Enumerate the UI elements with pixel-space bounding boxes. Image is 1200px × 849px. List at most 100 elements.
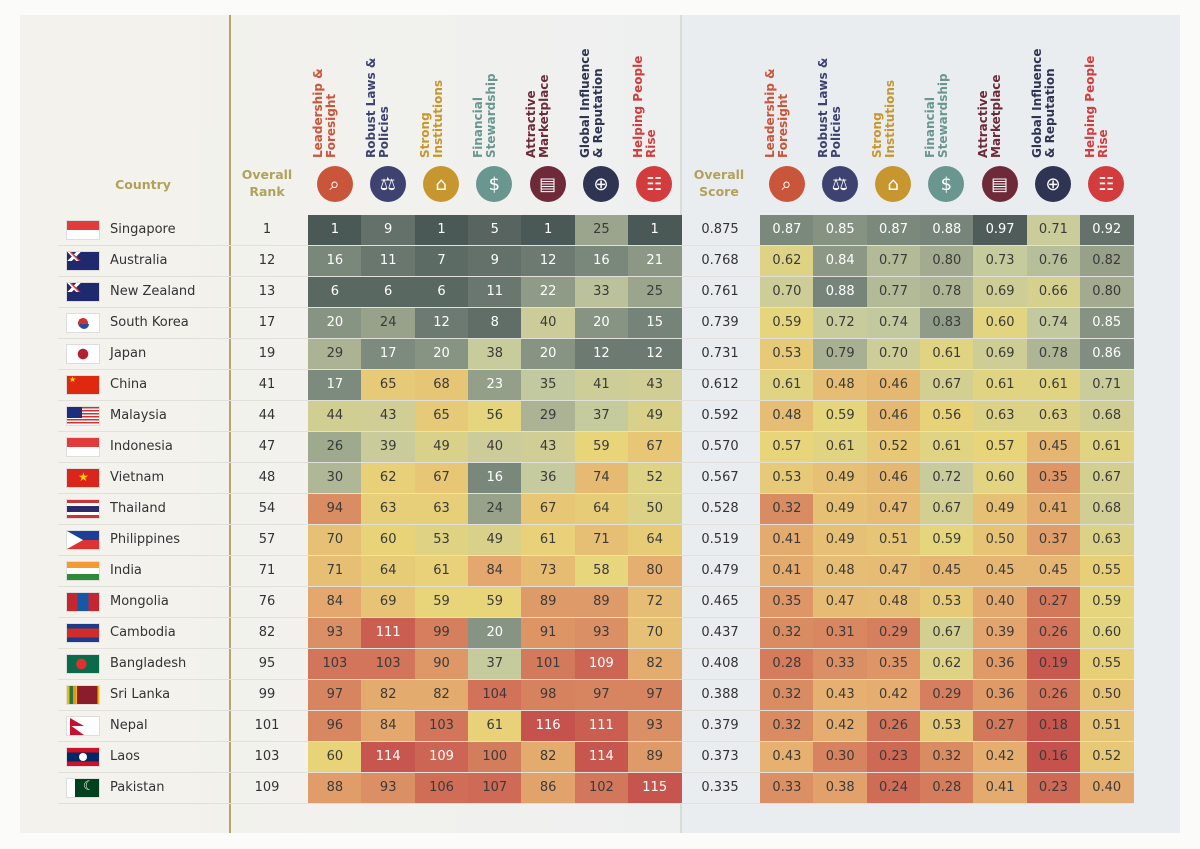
score-cell: 0.78: [1026, 339, 1081, 369]
score-cell: 0.41: [973, 773, 1027, 803]
rank-cell: 100: [467, 742, 522, 772]
score-cell: 0.35: [760, 587, 814, 617]
category-label: Helping People Rise: [630, 55, 658, 158]
rank-cell: 97: [627, 680, 682, 710]
overall-score: 0.761: [701, 284, 739, 299]
score-cell: 0.27: [1026, 587, 1081, 617]
table-row: Nepal 101 0.379 96 84 103 61 116 111 93 0.32 0.42…: [58, 711, 1134, 742]
country-name: China: [110, 377, 148, 392]
rank-cell: 64: [574, 494, 629, 524]
category-header-score: Attractive Marketplace: [973, 40, 1026, 158]
country-name: Philippines: [110, 532, 181, 547]
table-row: Mongolia 76 0.465 84 69 59 59 89 89 72 0.35 0.47 0…: [58, 587, 1134, 618]
score-cell: 0.40: [973, 587, 1027, 617]
score-cell: 0.26: [1026, 618, 1081, 648]
country-name: Thailand: [110, 501, 166, 516]
score-cell: 0.33: [760, 773, 814, 803]
overall-rank: 41: [258, 377, 276, 392]
score-cell: 0.57: [973, 432, 1027, 462]
score-cell: 0.47: [866, 556, 921, 586]
rank-cell: 9: [467, 246, 522, 276]
score-cell: 0.36: [973, 649, 1027, 679]
score-cell: 0.59: [760, 308, 814, 338]
row-divider: [58, 276, 1134, 277]
flag-icon: [66, 437, 100, 457]
rank-cell: 24: [467, 494, 522, 524]
category-header-rank: Global Influence & Reputation: [575, 40, 628, 158]
category-header-score: Helping People Rise: [1080, 40, 1133, 158]
overall-score: 0.379: [701, 718, 739, 733]
rank-cell: 60: [308, 742, 362, 772]
rank-cell: 17: [308, 370, 362, 400]
score-cell: 0.23: [866, 742, 921, 772]
table-row: Thailand 54 0.528 94 63 63 24 67 64 50 0.32 0.49 0…: [58, 494, 1134, 525]
overall-score: 0.612: [701, 377, 739, 392]
rank-cell: 20: [467, 618, 522, 648]
category-label: Attractive Marketplace: [976, 74, 1004, 158]
rank-cell: 88: [308, 773, 362, 803]
score-cell: 0.88: [919, 215, 974, 245]
rank-cell: 61: [414, 556, 469, 586]
overall-score: 0.875: [701, 222, 739, 237]
rank-cell: 50: [627, 494, 682, 524]
score-cell: 0.41: [760, 525, 814, 555]
overall-rank: 99: [258, 687, 276, 702]
country-name: Australia: [110, 253, 168, 268]
overall-rank: 19: [258, 346, 276, 361]
score-cell: 0.42: [973, 742, 1027, 772]
score-cell: 0.52: [866, 432, 921, 462]
rank-cell: 109: [414, 742, 469, 772]
table-row: Indonesia 47 0.570 26 39 49 40 43 59 67 0.57 0.61…: [58, 432, 1134, 463]
country-name: Nepal: [110, 718, 148, 733]
table-row: Laos 103 0.373 60 114 109 100 82 114 89 0.43 0.30…: [58, 742, 1134, 773]
table-row: Singapore 1 0.875 1 9 1 5 1 25 1 0.87 0.85 0.87 0.8…: [58, 215, 1134, 246]
rank-cell: 90: [414, 649, 469, 679]
overall-rank: 44: [258, 408, 276, 423]
score-cell: 0.74: [1026, 308, 1081, 338]
table-row: India 71 0.479 71 64 61 84 73 58 80 0.41 0.48 0.47…: [58, 556, 1134, 587]
scales-icon: ⚖: [821, 166, 858, 202]
rank-cell: 96: [308, 711, 362, 741]
country-name: Pakistan: [110, 780, 165, 795]
rank-cell: 103: [414, 711, 469, 741]
table-row: Australia 12 0.768 16 11 7 9 12 16 21 0.62 0.84 0.…: [58, 246, 1134, 277]
rank-cell: 84: [361, 711, 416, 741]
score-cell: 0.72: [919, 463, 974, 493]
rank-cell: 23: [467, 370, 522, 400]
rank-cell: 6: [308, 277, 362, 307]
score-cell: 0.48: [813, 556, 868, 586]
score-cell: 0.53: [760, 463, 814, 493]
score-cell: 0.24: [866, 773, 921, 803]
category-header-rank: Leadership & Foresight: [308, 40, 361, 158]
rank-cell: 59: [414, 587, 469, 617]
score-cell: 0.55: [1079, 556, 1134, 586]
overall-score: 0.570: [701, 439, 739, 454]
rank-cell: 16: [308, 246, 362, 276]
score-cell: 0.42: [866, 680, 921, 710]
overall-score: 0.592: [701, 408, 739, 423]
score-cell: 0.61: [919, 339, 974, 369]
score-cell: 0.55: [1079, 649, 1134, 679]
rank-cell: 93: [627, 711, 682, 741]
overall-rank-header: Overall Rank: [241, 167, 293, 199]
score-cell: 0.88: [813, 277, 868, 307]
score-cell: 0.29: [866, 618, 921, 648]
country-name: Japan: [110, 346, 147, 361]
score-cell: 0.61: [1079, 432, 1134, 462]
row-divider: [58, 493, 1134, 494]
score-cell: 0.67: [919, 370, 974, 400]
rank-cell: 16: [467, 463, 522, 493]
overall-rank: 57: [258, 532, 276, 547]
rank-cell: 37: [467, 649, 522, 679]
score-cell: 0.53: [919, 587, 974, 617]
score-cell: 0.45: [973, 556, 1027, 586]
category-label: Strong Institutions: [417, 79, 445, 158]
score-cell: 0.18: [1026, 711, 1081, 741]
score-cell: 0.77: [866, 277, 921, 307]
row-divider: [58, 710, 1134, 711]
rank-cell: 11: [361, 246, 416, 276]
score-cell: 0.68: [1079, 494, 1134, 524]
category-label: Financial Stewardship: [470, 73, 498, 158]
flag-icon: [66, 592, 100, 612]
rank-cell: 36: [521, 463, 575, 493]
